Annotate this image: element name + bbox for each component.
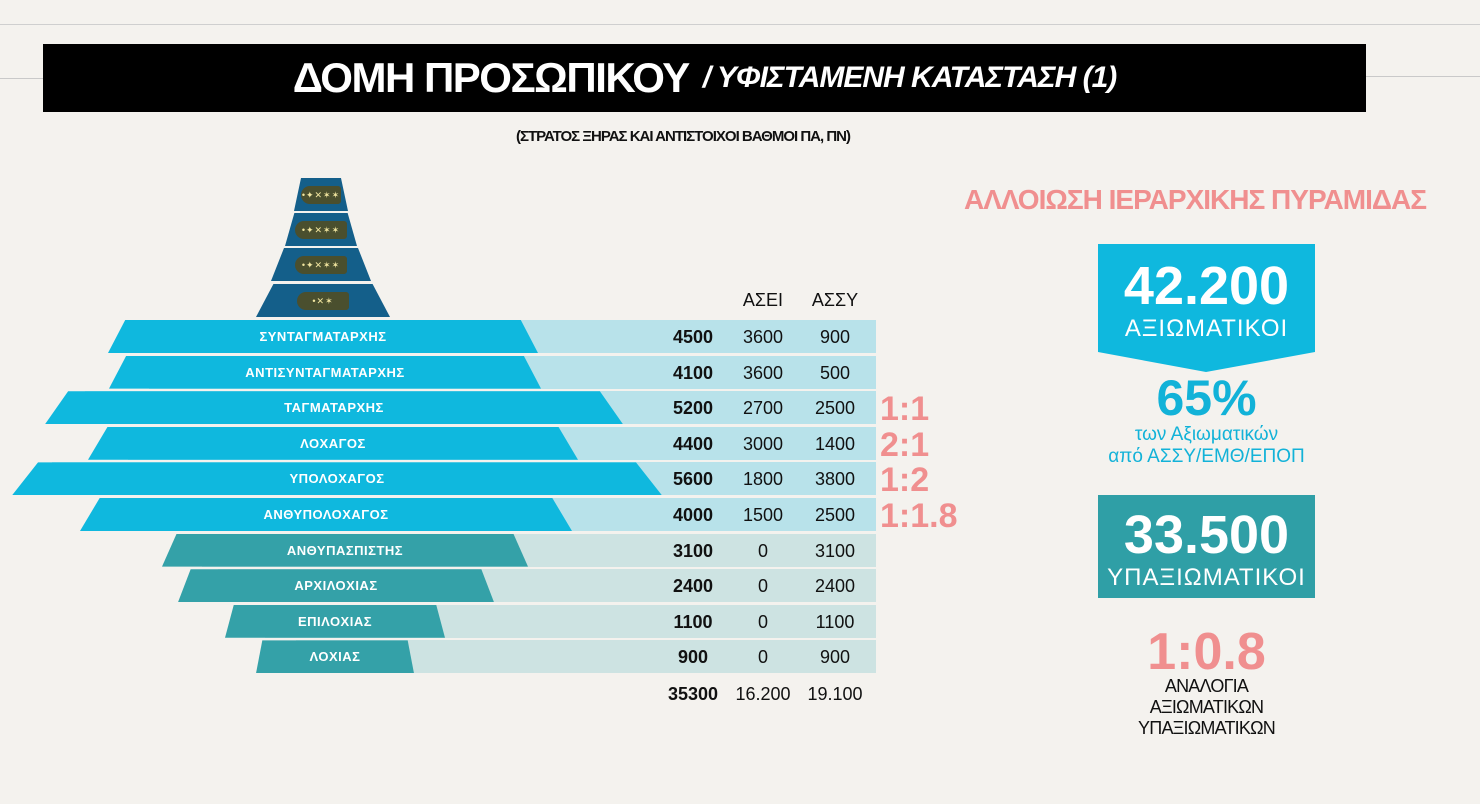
rank-label: ΛΟΧΑΓΟΣ — [88, 426, 578, 460]
rank-label: ΑΝΤΙΣΥΝΤΑΓΜΑΤΑΡΧΗΣ — [109, 355, 541, 389]
rank-total: 900 — [677, 647, 709, 668]
rank-assy: 900 — [819, 647, 851, 668]
rank-assy: 900 — [819, 327, 851, 347]
rank-assy: 2500 — [814, 398, 856, 419]
officer-nco-ratio: 1:0.8 — [1147, 623, 1266, 681]
rank-assy: 1100 — [815, 611, 855, 632]
sum-assy: 19.100 — [807, 684, 863, 704]
rank-assy: 2400 — [814, 576, 856, 597]
sum-asei: 16.200 — [735, 684, 791, 704]
general-tier: •✕✶ — [256, 284, 390, 317]
rank-asei: 0 — [757, 611, 768, 632]
rank-total: 5200 — [672, 398, 714, 419]
ratio-line-2: ΑΞΙΩΜΑΤΙΚΩΝ — [1149, 697, 1264, 717]
title-bar: ΔΟΜΗ ΠΡΟΣΩΠΙΚΟΥ / ΥΦΙΣΤΑΜΕΝΗ ΚΑΤΑΣΤΑΣΗ (… — [43, 44, 1366, 112]
rank-assy: 500 — [819, 362, 851, 383]
right-rule — [1366, 76, 1480, 77]
ratio-line-3: ΥΠΑΞΙΩΜΑΤΙΚΩΝ — [1138, 718, 1276, 738]
rank-ratio: 1:1.8 — [880, 497, 958, 535]
rank-ratio: 1:2 — [880, 461, 930, 500]
rank-assy: 2500 — [814, 505, 856, 525]
left-rule — [0, 78, 44, 79]
officers-box-pointer — [1098, 352, 1315, 372]
rank-asei: 2700 — [742, 398, 784, 419]
rank-asei: 1500 — [742, 505, 784, 525]
rank-total: 1100 — [673, 611, 713, 632]
rank-assy: 1400 — [814, 433, 856, 454]
rank-total: 3100 — [672, 540, 714, 561]
page-title: ΔΟΜΗ ΠΡΟΣΩΠΙΚΟΥ — [292, 54, 691, 101]
rank-ratio: 1:1 — [880, 390, 930, 429]
rank-total: 2400 — [672, 576, 714, 597]
rank-asei: 0 — [757, 540, 768, 561]
rank-total: 4500 — [672, 327, 714, 347]
general-tier: •✦✕✶✶ — [294, 178, 348, 211]
rank-assy: 3100 — [814, 540, 856, 561]
col-header-asei: ΑΣΕΙ — [742, 290, 784, 310]
nco-label: ΥΠΑΞΙΩΜΑΤΙΚΟΙ — [1107, 564, 1306, 591]
officers-percentage: 65% των Αξιωματικών από ΑΣΣΥ/ΕΜΘ/ΕΠΟΠ — [1098, 372, 1315, 468]
pct-line-1: των Αξιωματικών — [1134, 424, 1279, 445]
officers-box: 42.200 ΑΞΙΩΜΑΤΙΚΟΙ — [1098, 244, 1315, 352]
nco-count: 33.500 — [1123, 505, 1290, 565]
rank-label: ΛΟΧΙΑΣ — [256, 640, 414, 674]
officers-label: ΑΞΙΩΜΑΤΙΚΟΙ — [1124, 315, 1289, 342]
rank-asei: 3000 — [742, 433, 784, 454]
shoulder-insignia-icon: •✦✕✶✶ — [295, 221, 347, 239]
rank-asei: 0 — [757, 647, 768, 668]
pct-line-2: από ΑΣΣΥ/ΕΜΘ/ΕΠΟΠ — [1108, 446, 1305, 467]
rank-label: ΑΝΘΥΠΑΣΠΙΣΤΗΣ — [162, 533, 528, 567]
rank-label: ΑΡΧΙΛΟΧΙΑΣ — [178, 569, 494, 603]
rank-ratio: 2:1 — [880, 425, 930, 464]
rank-asei: 3600 — [742, 362, 784, 383]
rank-asei: 1800 — [742, 469, 784, 490]
pct-value: 65% — [1156, 370, 1257, 426]
sum-total: 35300 — [667, 684, 719, 704]
rank-label: ΕΠΙΛΟΧΙΑΣ — [225, 604, 445, 638]
shoulder-insignia-icon: •✦✕✶✶ — [301, 186, 341, 204]
rank-total: 4100 — [672, 362, 714, 383]
rank-total: 4000 — [672, 505, 714, 525]
col-header-assy: ΑΣΣΥ — [811, 290, 859, 310]
general-tier: •✦✕✶✶ — [285, 213, 357, 246]
rank-label: ΣΥΝΤΑΓΜΑΤΑΡΧΗΣ — [108, 320, 538, 353]
rank-assy: 3800 — [814, 469, 856, 490]
scope-note: (ΣΤΡΑΤΟΣ ΞΗΡΑΣ ΚΑΙ ΑΝΤΙΣΤΟΙΧΟΙ ΒΑΘΜΟΙ ΠΑ… — [515, 128, 851, 145]
rank-asei: 3600 — [742, 327, 784, 347]
rank-asei: 0 — [757, 576, 768, 597]
rank-label: ΑΝΘΥΠΟΛΟΧΑΓΟΣ — [80, 498, 572, 531]
summary-title: ΑΛΛΟΙΩΣΗ ΙΕΡΑΡΧΙΚΗΣ ΠΥΡΑΜΙΔΑΣ — [963, 184, 1427, 215]
rank-label: ΤΑΓΜΑΤΑΡΧΗΣ — [45, 391, 623, 425]
shoulder-insignia-icon: •✦✕✶✶ — [295, 256, 347, 274]
general-tier: •✦✕✶✶ — [271, 248, 371, 281]
rank-label: ΥΠΟΛΟΧΑΓΟΣ — [12, 462, 662, 496]
rank-total: 5600 — [672, 469, 714, 490]
officers-count: 42.200 — [1123, 256, 1290, 316]
rank-total: 4400 — [672, 433, 714, 454]
nco-box: 33.500 ΥΠΑΞΙΩΜΑΤΙΚΟΙ — [1098, 495, 1315, 598]
page-subtitle: / ΥΦΙΣΤΑΜΕΝΗ ΚΑΤΑΣΤΑΣΗ (1) — [702, 61, 1117, 94]
top-divider — [0, 24, 1480, 25]
shoulder-insignia-icon: •✕✶ — [297, 292, 349, 310]
ratio-line-1: ΑΝΑΛΟΓΙΑ — [1164, 676, 1249, 696]
ratio-caption: ΑΝΑΛΟΓΙΑ ΑΞΙΩΜΑΤΙΚΩΝ ΥΠΑΞΙΩΜΑΤΙΚΩΝ — [1098, 676, 1315, 739]
